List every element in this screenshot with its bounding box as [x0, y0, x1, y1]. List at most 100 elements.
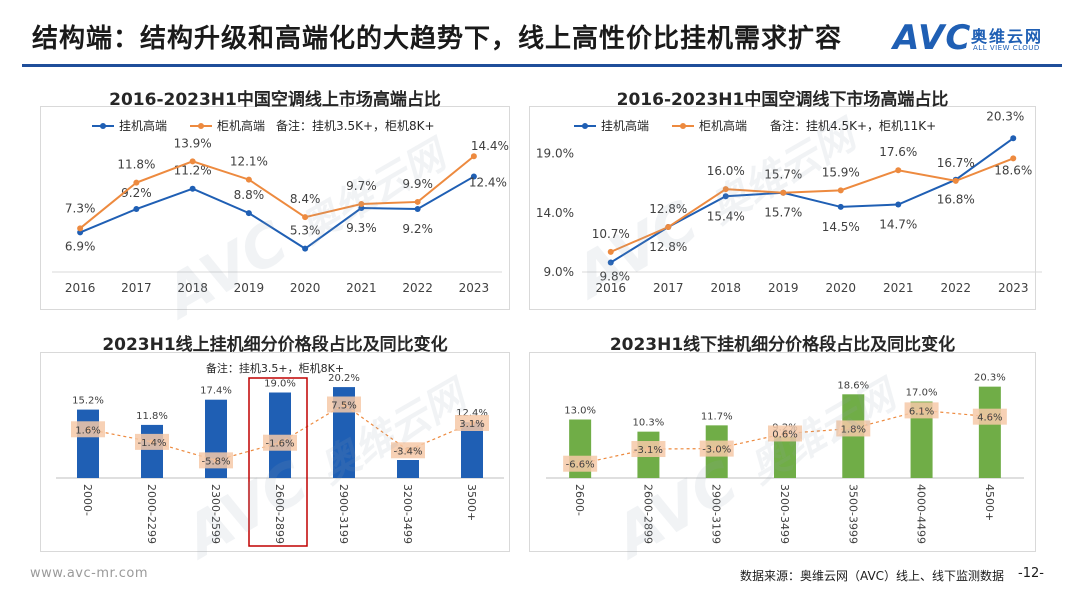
- offline-trend-series-1-point: [952, 177, 959, 184]
- offline-trend-series-0-data-label: 9.8%: [600, 270, 631, 284]
- online-trend-series-1-data-label: 9.7%: [346, 179, 377, 193]
- offline-trend-x-tick-label: 2020: [825, 281, 856, 295]
- offline-price-yoy-label-box: [836, 420, 871, 437]
- online-price-yoy-label: -1.4%: [137, 438, 166, 449]
- online-trend-x-tick-label: 2022: [402, 281, 433, 295]
- online-price-yoy-label: -5.8%: [201, 456, 230, 467]
- online-price-bar-label: 17.4%: [200, 386, 232, 397]
- online-price-bar: [77, 409, 99, 478]
- online-price-bar: [141, 424, 163, 478]
- offline-price-yoy-label-box: [631, 441, 666, 458]
- offline-trend-series-0-point: [895, 201, 902, 208]
- footer-page-number: -12-: [1018, 566, 1044, 581]
- offline-price-x-tick-label: 2900-3199: [710, 484, 723, 544]
- online-trend-series-1-point: [189, 158, 196, 165]
- offline-trend-x-tick-label: 2017: [653, 281, 684, 295]
- offline-trend-x-tick-label: 2019: [768, 281, 799, 295]
- online-trend-series-0-point: [414, 206, 421, 213]
- online-price-bar-label: 19.0%: [264, 379, 296, 390]
- offline-price-yoy-label: 1.8%: [841, 424, 866, 435]
- panel-online-trend: [40, 106, 510, 310]
- offline-trend-note: 备注：挂机4.5K+，柜机11K+: [770, 118, 936, 133]
- online-trend-x-tick-label: 2016: [65, 281, 96, 295]
- online-trend-series-1-data-label: 14.4%: [471, 139, 509, 153]
- offline-trend-series-0-data-label: 15.4%: [707, 209, 745, 223]
- offline-price-title: 2023H1线下挂机细分价格段占比及同比变化: [609, 335, 956, 355]
- offline-trend-x-tick-label: 2016: [595, 281, 626, 295]
- online-trend-series-0-point: [470, 173, 477, 180]
- offline-price-yoy-label: -6.6%: [566, 460, 595, 471]
- offline-trend-x-tick-label: 2021: [883, 281, 914, 295]
- online-price-x-tick-label: 2600-2899: [273, 484, 286, 544]
- online-price-x-tick-label: 2000-: [81, 484, 94, 516]
- offline-trend-series-0-data-label: 16.8%: [937, 193, 975, 207]
- offline-price-yoy-label-box: [768, 425, 802, 442]
- online-price-x-tick-label: 2900-3199: [337, 484, 350, 544]
- online-price-yoy-label: 7.5%: [331, 401, 356, 412]
- offline-trend-series-1-point: [780, 189, 787, 196]
- panel-offline-trend: [529, 106, 1036, 310]
- online-trend-series-0-data-label: 12.4%: [469, 176, 507, 190]
- offline-trend-y-tick-label: 19.0%: [536, 147, 574, 161]
- online-trend-series-1-point: [245, 176, 252, 183]
- offline-trend-x-tick-label: 2022: [940, 281, 971, 295]
- online-trend-x-tick-label: 2018: [177, 281, 208, 295]
- online-trend-series-0-data-label: 8.8%: [234, 188, 265, 202]
- offline-trend-series-1-point: [1010, 155, 1017, 162]
- online-trend-title: 2016-2023H1中国空调线上市场高端占比: [109, 90, 441, 110]
- online-trend-series-0-point: [245, 210, 252, 217]
- offline-trend-y-tick-label: 14.0%: [536, 206, 574, 220]
- offline-trend-legend-label-1: 柜机高端: [699, 118, 747, 133]
- offline-price-yoy-label: 6.1%: [909, 406, 934, 417]
- offline-trend-series-1-point: [722, 186, 729, 193]
- online-trend-series-0-point: [302, 245, 309, 252]
- offline-trend-x-tick-label: 2018: [710, 281, 741, 295]
- online-price-yoy-label: 1.6%: [75, 425, 100, 436]
- offline-trend-series-0-data-label: 15.7%: [764, 206, 802, 220]
- online-trend-series-0-line: [79, 175, 475, 250]
- online-trend-x-tick-label: 2020: [290, 281, 321, 295]
- offline-price-yoy-label-box: [699, 440, 734, 457]
- offline-trend-series-1-data-label: 10.7%: [592, 227, 630, 241]
- online-trend-series-1-point: [470, 153, 477, 160]
- online-trend-series-0-data-label: 9.2%: [402, 222, 433, 236]
- offline-price-yoy-label-box: [563, 455, 598, 472]
- offline-price-bar-label: 18.6%: [837, 380, 869, 391]
- online-price-yoy-label-box: [135, 433, 169, 450]
- offline-price-bar: [910, 401, 933, 478]
- online-price-yoy-label: -1.6%: [265, 439, 294, 450]
- offline-trend-series-1-point: [895, 167, 902, 174]
- offline-trend-series-0-data-label: 12.8%: [649, 240, 687, 254]
- offline-price-x-tick-label: 4500+: [983, 484, 996, 521]
- online-price-x-tick-label: 2000-2299: [145, 484, 158, 544]
- offline-price-bar-label: 17.0%: [906, 388, 938, 399]
- footer-source: 数据来源：奥维云网（AVC）线上、线下监测数据: [740, 569, 1005, 583]
- online-price-yoy-label-box: [199, 452, 233, 469]
- online-trend-series-1-data-label: 9.9%: [402, 177, 433, 191]
- online-price-title: 2023H1线上挂机细分价格段占比及同比变化: [102, 335, 448, 355]
- logo-en-text: ALL VIEW CLOUD: [973, 44, 1040, 52]
- panel-offline-price: [529, 352, 1036, 552]
- online-trend-series-1-point: [77, 225, 84, 232]
- online-price-bar-label: 15.2%: [72, 396, 104, 407]
- offline-trend-series-1-line: [610, 157, 1014, 253]
- offline-trend-y-tick-label: 9.0%: [544, 265, 575, 279]
- offline-price-yoy-label-box: [972, 408, 1007, 425]
- online-trend-series-1-point: [133, 179, 140, 186]
- online-trend-series-0-data-label: 9.3%: [346, 221, 377, 235]
- offline-trend-series-1-data-label: 16.7%: [937, 156, 975, 170]
- online-trend-series-0-data-label: 11.2%: [174, 164, 212, 178]
- online-trend-legend-marker-0: [100, 123, 106, 129]
- slide-title: 结构端：结构升级和高端化的大趋势下，线上高性价比挂机需求扩容: [32, 24, 843, 54]
- online-trend-series-1-data-label: 13.9%: [174, 136, 212, 150]
- online-trend-series-1-data-label: 7.3%: [65, 201, 96, 215]
- online-trend-series-1-data-label: 12.1%: [230, 155, 268, 169]
- online-price-yoy-label: 3.1%: [459, 419, 484, 430]
- online-trend-x-tick-label: 2019: [234, 281, 265, 295]
- online-price-yoy-label-box: [263, 434, 297, 451]
- online-trend-x-tick-label: 2017: [121, 281, 152, 295]
- online-price-x-tick-label: 3200-3499: [401, 484, 414, 544]
- offline-trend-series-1-data-label: 18.6%: [994, 163, 1032, 177]
- offline-trend-series-1-data-label: 12.8%: [649, 202, 687, 216]
- offline-trend-series-1-point: [665, 224, 672, 231]
